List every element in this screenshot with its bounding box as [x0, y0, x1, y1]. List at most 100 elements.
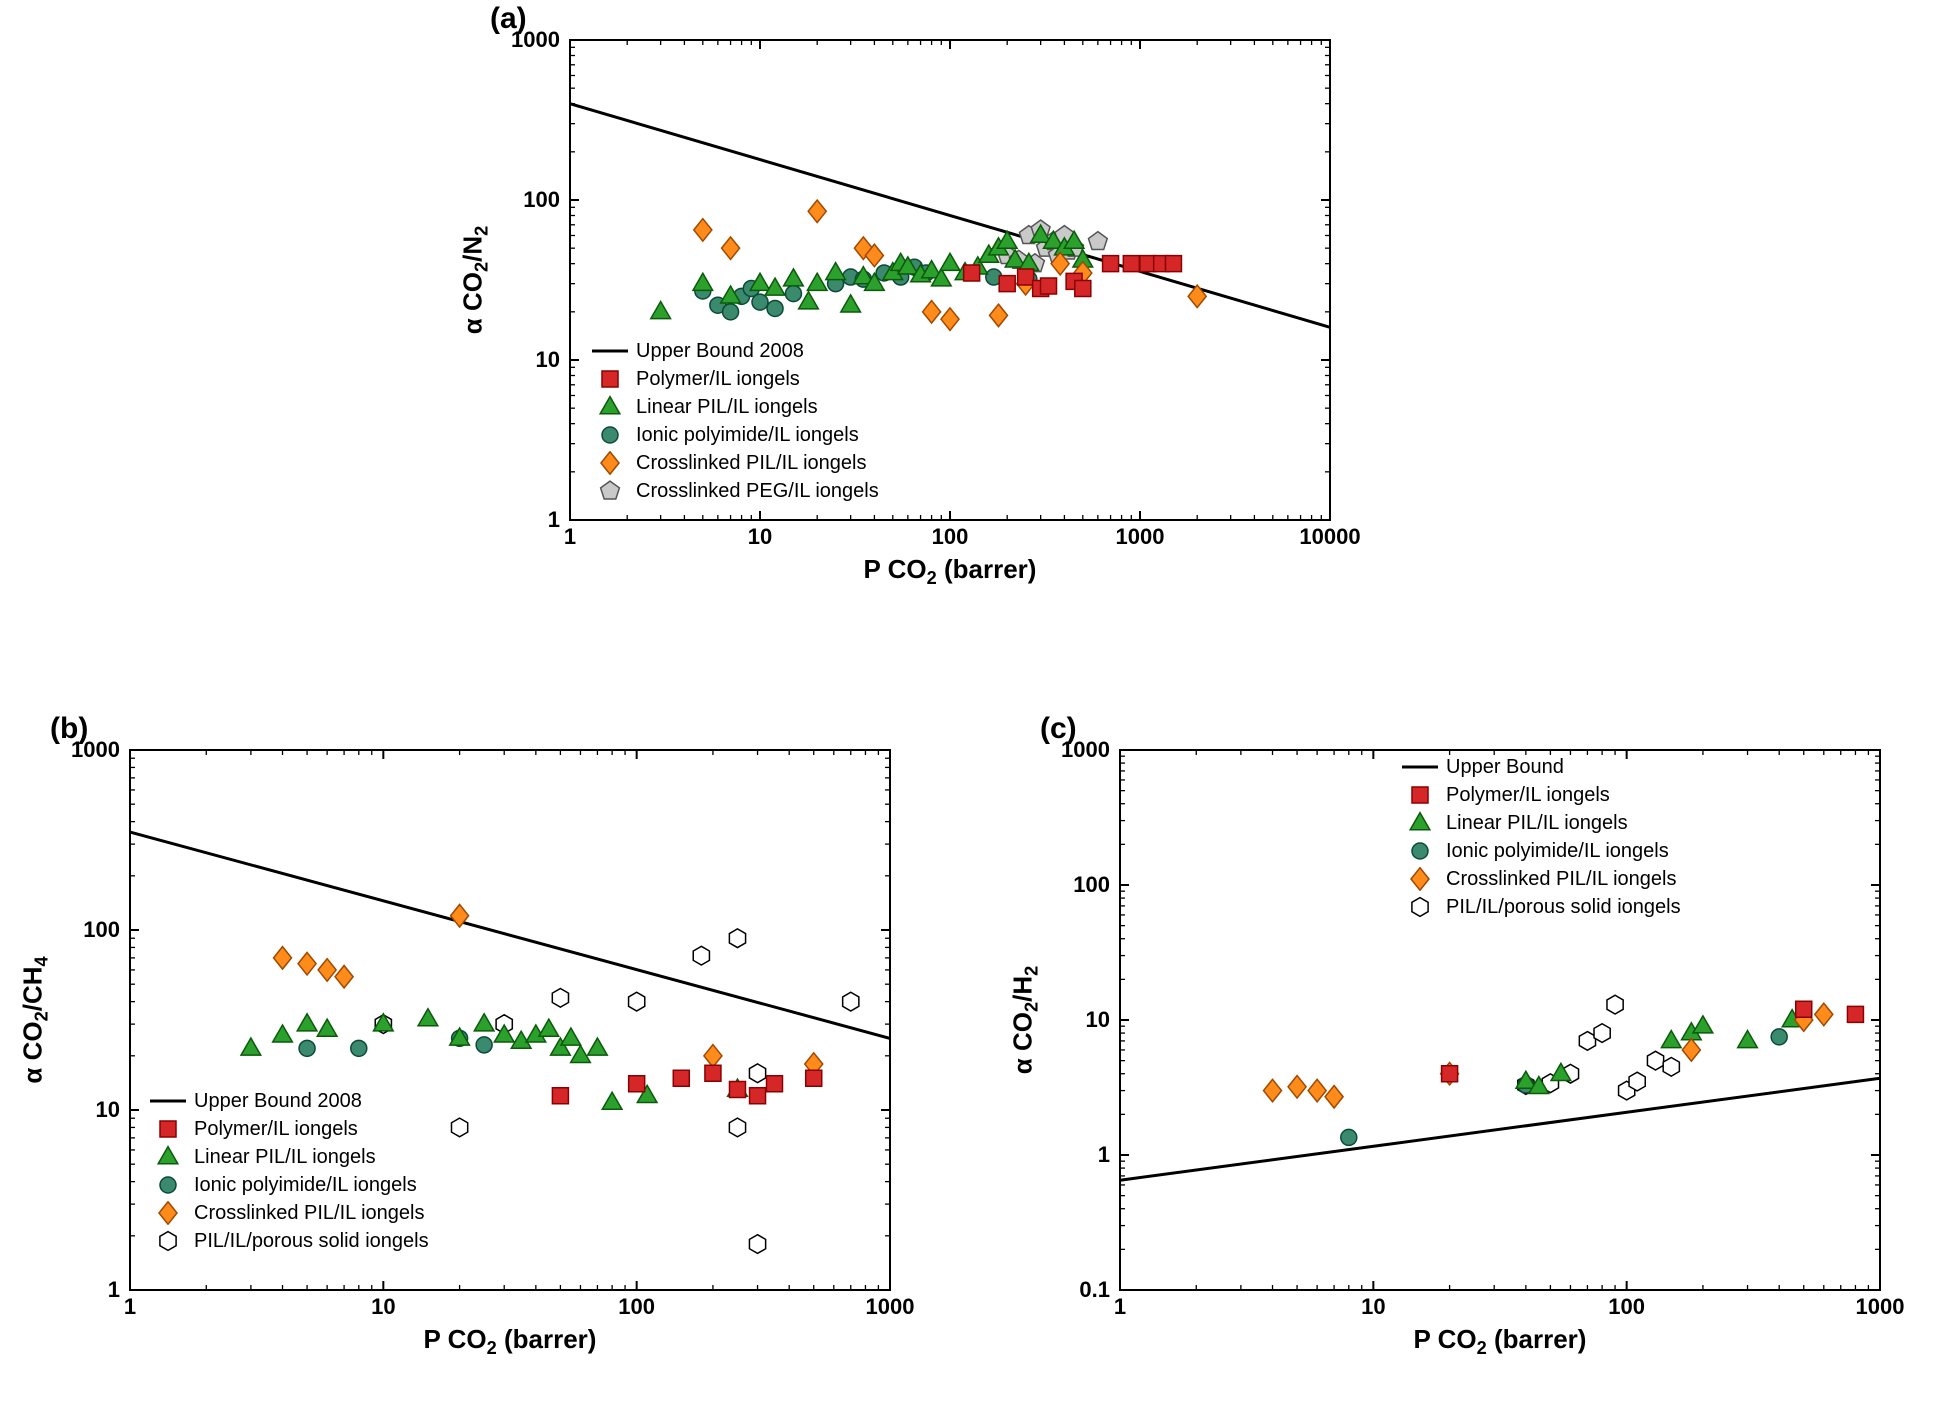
legend-item: Crosslinked PIL/IL iongels [590, 450, 879, 476]
square-marker [1442, 1066, 1458, 1082]
legend-label: Crosslinked PEG/IL iongels [636, 477, 879, 505]
legend-marker-square-icon [148, 1117, 188, 1141]
ylabel: α CO2/H2 [1007, 966, 1042, 1074]
diamond-marker [694, 219, 712, 242]
legend-item: Crosslinked PIL/IL iongels [1400, 866, 1681, 892]
circle-marker [767, 300, 783, 316]
triangle-marker [317, 1019, 337, 1036]
circle-marker [299, 1040, 315, 1056]
legend-b: Upper Bound 2008Polymer/IL iongelsLinear… [148, 1088, 429, 1256]
xtick-label: 10000 [1299, 524, 1360, 549]
legend-marker-circle-icon [1400, 839, 1440, 863]
diamond-marker [318, 959, 336, 982]
ytick-label: 100 [523, 187, 560, 212]
panel-c: (c)11010010000.11101001000P CO2 (barrer)… [1000, 720, 1959, 1400]
plot-svg-a: 1101001000100001101001000 [450, 10, 1410, 620]
legend-marker-line-icon [590, 339, 630, 363]
hexagon-marker [749, 1064, 765, 1083]
diamond-marker [601, 452, 619, 475]
hexagon-marker [729, 1118, 745, 1137]
legend-marker-diamond-icon [148, 1201, 188, 1225]
legend-item: Upper Bound 2008 [590, 338, 879, 364]
ytick-label: 1000 [1061, 737, 1110, 762]
square-marker [999, 276, 1015, 292]
legend-label: Linear PIL/IL iongels [194, 1143, 376, 1171]
legend-a: Upper Bound 2008Polymer/IL iongelsLinear… [590, 338, 879, 506]
triangle-marker [474, 1014, 494, 1031]
xtick-label: 10 [371, 1294, 395, 1319]
triangle-marker [940, 253, 960, 270]
diamond-marker [1325, 1086, 1343, 1109]
xtick-label: 100 [932, 524, 969, 549]
triangle-marker [1410, 813, 1430, 830]
xtick-label: 1 [564, 524, 576, 549]
xtick-label: 100 [618, 1294, 655, 1319]
legend-item: Polymer/IL iongels [590, 366, 879, 392]
triangle-marker [807, 273, 827, 290]
square-marker [673, 1070, 689, 1086]
circle-marker [752, 294, 768, 310]
hexagon-marker [843, 992, 859, 1011]
panel-a: (a)1101001000100001101001000P CO2 (barre… [450, 10, 1410, 620]
diamond-marker [159, 1202, 177, 1225]
diamond-marker [1264, 1079, 1282, 1102]
legend-label: Upper Bound [1446, 753, 1564, 781]
legend-marker-circle-icon [590, 423, 630, 447]
xtick-label: 1000 [1116, 524, 1165, 549]
triangle-marker [588, 1038, 608, 1055]
panel-b: (b)11010010001101001000P CO2 (barrer)α C… [10, 720, 970, 1400]
legend-item: Ionic polyimide/IL iongels [1400, 838, 1681, 864]
square-marker [1412, 787, 1428, 803]
circle-marker [723, 304, 739, 320]
legend-item: Ionic polyimide/IL iongels [148, 1172, 429, 1198]
triangle-marker [841, 295, 861, 312]
legend-marker-hexagon-icon [148, 1229, 188, 1253]
square-marker [1796, 1001, 1812, 1017]
xtick-label: 10 [748, 524, 772, 549]
hexagon-marker [1629, 1072, 1645, 1091]
diamond-marker [722, 237, 740, 260]
square-marker [1041, 278, 1057, 294]
hexagon-marker [1647, 1051, 1663, 1070]
legend-marker-triangle-icon [590, 395, 630, 419]
diamond-marker [1815, 1003, 1833, 1026]
triangle-marker [602, 1092, 622, 1109]
ytick-label: 100 [1073, 872, 1110, 897]
square-marker [806, 1070, 822, 1086]
triangle-marker [297, 1014, 317, 1031]
legend-marker-hexagon-icon [1400, 895, 1440, 919]
triangle-marker [1738, 1031, 1758, 1048]
triangle-marker [241, 1038, 261, 1055]
diamond-marker [274, 947, 292, 970]
circle-marker [1412, 843, 1428, 859]
ytick-label: 1 [108, 1277, 120, 1302]
ytick-label: 1 [548, 507, 560, 532]
legend-label: PIL/IL/porous solid iongels [194, 1227, 429, 1255]
square-marker [629, 1076, 645, 1092]
pentagon-marker [601, 481, 620, 499]
triangle-marker [784, 269, 804, 286]
legend-item: Crosslinked PIL/IL iongels [148, 1200, 429, 1226]
ytick-label: 10 [96, 1097, 120, 1122]
square-marker [160, 1121, 176, 1137]
legend-item: PIL/IL/porous solid iongels [148, 1228, 429, 1254]
ytick-label: 10 [536, 347, 560, 372]
legend-label: Ionic polyimide/IL iongels [1446, 837, 1669, 865]
ytick-label: 1 [1098, 1142, 1110, 1167]
legend-item: Upper Bound [1400, 754, 1681, 780]
legend-label: Ionic polyimide/IL iongels [636, 421, 859, 449]
legend-label: PIL/IL/porous solid iongels [1446, 893, 1681, 921]
legend-item: Polymer/IL iongels [1400, 782, 1681, 808]
legend-marker-square-icon [1400, 783, 1440, 807]
triangle-marker [273, 1025, 293, 1042]
legend-item: Crosslinked PEG/IL iongels [590, 478, 879, 504]
square-marker [729, 1081, 745, 1097]
legend-label: Upper Bound 2008 [194, 1087, 362, 1115]
hexagon-marker [451, 1118, 467, 1137]
square-marker [1123, 256, 1139, 272]
legend-marker-diamond-icon [590, 451, 630, 475]
ytick-label: 100 [83, 917, 120, 942]
triangle-marker [651, 301, 671, 318]
xtick-label: 10 [1361, 1294, 1385, 1319]
circle-marker [785, 286, 801, 302]
